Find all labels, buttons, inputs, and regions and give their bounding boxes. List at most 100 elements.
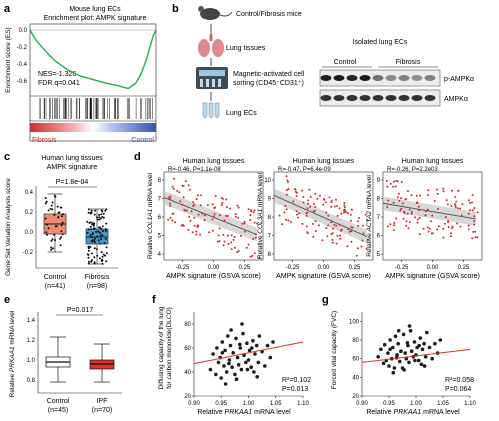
data-point <box>296 213 299 216</box>
data-point <box>176 190 179 192</box>
data-point <box>87 256 90 259</box>
xtick-label: 1.05 <box>270 401 282 407</box>
data-point <box>184 180 187 183</box>
mouse-icon <box>198 6 233 20</box>
data-point <box>406 343 410 348</box>
data-point <box>252 238 255 240</box>
data-point <box>92 224 95 227</box>
data-point <box>450 235 452 238</box>
ytick-label: 20 <box>352 394 359 400</box>
data-point <box>223 240 226 243</box>
data-point <box>94 241 96 244</box>
data-point <box>412 340 417 344</box>
data-point <box>427 189 430 192</box>
data-point <box>446 203 449 206</box>
data-point <box>104 254 106 257</box>
data-point <box>278 214 281 217</box>
data-point <box>436 228 439 231</box>
data-point <box>314 193 317 195</box>
data-point <box>405 220 408 223</box>
data-point <box>427 230 430 233</box>
panel-a-ylabel: Enrichment score (ES) <box>5 27 12 92</box>
data-point <box>447 226 450 228</box>
data-point <box>97 239 100 242</box>
data-point <box>91 236 94 239</box>
blot-band <box>411 75 423 81</box>
y-axis-label: Relative COL1A1 mRNA level <box>147 172 154 259</box>
data-point <box>88 221 91 224</box>
data-point <box>258 257 261 259</box>
data-point <box>99 242 101 245</box>
panel-a-right-label: Control <box>131 137 154 144</box>
data-point <box>302 196 305 198</box>
data-point <box>400 207 403 210</box>
ytick-label: 6 <box>158 215 162 221</box>
data-point <box>405 341 410 345</box>
xlabel-prefix: Relative <box>197 409 224 416</box>
data-point <box>257 334 262 338</box>
panel-a-left-label: Fibrosis <box>32 137 57 144</box>
data-point <box>99 232 102 234</box>
data-point <box>307 202 310 205</box>
data-point <box>203 214 206 217</box>
data-point <box>454 203 456 206</box>
data-point <box>423 355 428 359</box>
data-point <box>95 230 98 233</box>
data-point <box>86 231 89 234</box>
data-point <box>430 356 435 361</box>
data-point <box>90 221 92 224</box>
data-point <box>181 203 184 206</box>
data-point <box>90 209 93 212</box>
data-point <box>471 201 473 204</box>
trend-line <box>361 348 471 363</box>
panel-g-xlabel: Relative PRKAA1 mRNA level <box>366 409 460 416</box>
data-point <box>252 370 256 374</box>
data-point <box>339 234 342 237</box>
data-point <box>325 211 328 214</box>
data-point <box>335 224 338 227</box>
data-point <box>100 238 103 241</box>
data-point <box>50 204 53 207</box>
data-point <box>243 220 246 223</box>
data-point <box>346 245 349 248</box>
data-point <box>389 182 392 185</box>
ytick-label: 60 <box>184 346 191 352</box>
data-point <box>471 237 474 240</box>
data-point <box>415 194 418 197</box>
data-point <box>93 247 96 250</box>
data-point <box>102 212 105 215</box>
panel-g-pvalue: P=0.064 <box>445 386 471 393</box>
data-point <box>213 212 216 215</box>
ytick-label: 7 <box>377 215 381 221</box>
data-point <box>98 257 101 260</box>
data-point <box>328 196 331 199</box>
y-axis-label: Relative COL3A1 mRNA level <box>257 172 264 259</box>
panel-a-title-2: Enrichment plot: AMPK signature <box>44 15 147 22</box>
data-point <box>245 246 248 249</box>
xtick-label: 0.95 <box>215 401 227 407</box>
data-point <box>400 197 402 200</box>
data-point <box>101 230 104 233</box>
data-point <box>472 230 475 233</box>
y-axis-label: Relative ACTA2 mRNA level <box>366 175 373 257</box>
data-point <box>174 221 177 224</box>
data-point <box>87 247 90 250</box>
data-point <box>286 179 289 182</box>
ytick-label: 40 <box>184 370 191 376</box>
data-point <box>403 351 408 355</box>
data-point <box>395 353 399 357</box>
data-point <box>94 209 97 212</box>
ytick-label: 5 <box>377 252 381 258</box>
data-point <box>427 345 432 350</box>
blot-band <box>372 75 384 81</box>
xlabel-suffix: mRNA level <box>421 409 460 416</box>
data-point <box>385 179 388 182</box>
panel-f-ylabel-1: Diffusing capacity of the lung <box>158 306 165 389</box>
data-point <box>232 238 235 241</box>
blot-band <box>424 95 436 101</box>
data-point <box>105 260 108 263</box>
blot-bands <box>320 75 436 101</box>
data-point <box>306 232 309 235</box>
data-point <box>61 233 64 236</box>
data-point <box>387 364 391 368</box>
